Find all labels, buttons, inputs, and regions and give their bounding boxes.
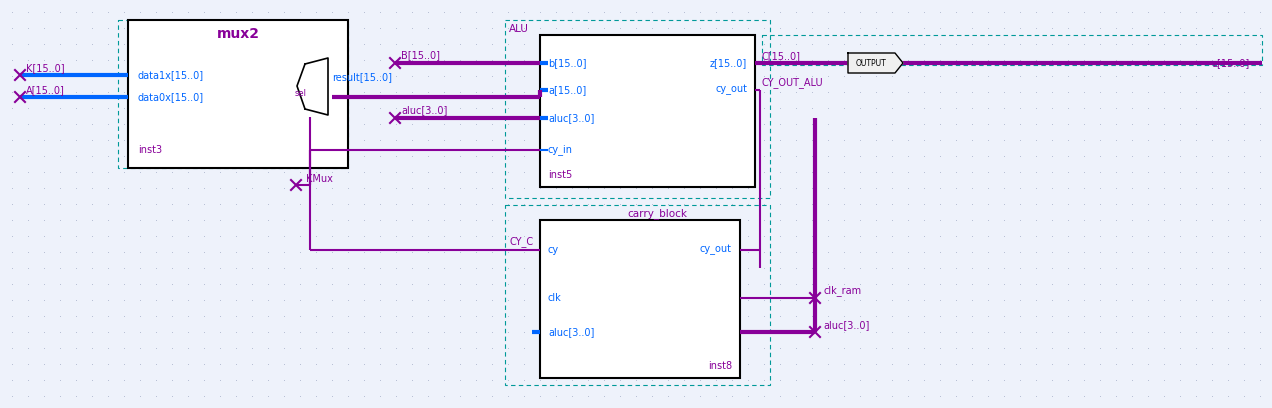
- Bar: [541, 35, 756, 187]
- Text: clk_ram: clk_ram: [823, 286, 861, 297]
- Text: CY_OUT_ALU: CY_OUT_ALU: [761, 78, 823, 89]
- Text: clk: clk: [548, 293, 562, 303]
- Bar: [128, 20, 349, 168]
- Text: inst5: inst5: [548, 170, 572, 180]
- Text: cy: cy: [548, 245, 560, 255]
- Text: result[15..0]: result[15..0]: [332, 72, 392, 82]
- Text: OUTPUT: OUTPUT: [856, 58, 887, 67]
- Text: data0x[15..0]: data0x[15..0]: [137, 92, 204, 102]
- Text: b[15..0]: b[15..0]: [548, 58, 586, 68]
- Text: aluc[3..0]: aluc[3..0]: [401, 105, 448, 115]
- Text: cy_out: cy_out: [700, 245, 731, 255]
- Text: sel: sel: [295, 89, 307, 98]
- Text: A[15..0]: A[15..0]: [25, 85, 65, 95]
- Bar: [505, 20, 770, 198]
- Bar: [505, 205, 770, 385]
- Text: C[15..0]: C[15..0]: [762, 51, 801, 61]
- Text: cy_out: cy_out: [715, 85, 747, 95]
- Text: carry_block: carry_block: [627, 208, 687, 220]
- Text: ALU: ALU: [509, 24, 529, 34]
- Text: B[15..0]: B[15..0]: [401, 50, 440, 60]
- Text: z[15..0]: z[15..0]: [1212, 58, 1250, 68]
- Bar: [762, 35, 1262, 65]
- Text: z[15..0]: z[15..0]: [710, 58, 747, 68]
- Text: cy_in: cy_in: [548, 144, 572, 155]
- Bar: [541, 220, 740, 378]
- Text: K[15..0]: K[15..0]: [25, 63, 65, 73]
- Bar: [118, 20, 349, 168]
- Text: aluc[3..0]: aluc[3..0]: [548, 327, 594, 337]
- Text: CY_C: CY_C: [510, 237, 534, 248]
- Text: KMux: KMux: [307, 174, 333, 184]
- Text: data1x[15..0]: data1x[15..0]: [137, 70, 204, 80]
- Text: aluc[3..0]: aluc[3..0]: [823, 320, 869, 330]
- Text: inst8: inst8: [709, 361, 731, 371]
- Text: a[15..0]: a[15..0]: [548, 85, 586, 95]
- Text: aluc[3..0]: aluc[3..0]: [548, 113, 594, 123]
- Text: inst3: inst3: [137, 145, 162, 155]
- Polygon shape: [848, 53, 903, 73]
- Text: mux2: mux2: [216, 27, 259, 41]
